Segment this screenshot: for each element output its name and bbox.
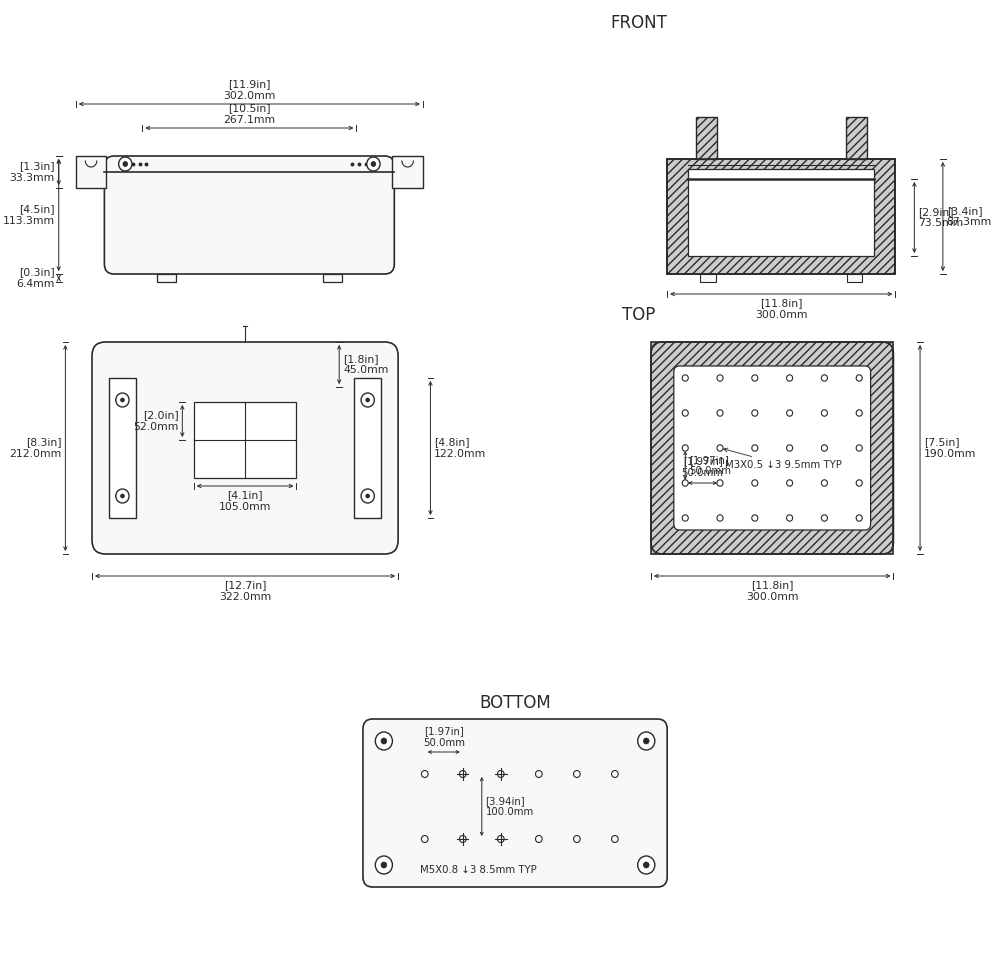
Text: [11.8in]
300.0mm: [11.8in] 300.0mm (755, 298, 808, 320)
Text: [1.8in]
45.0mm: [1.8in] 45.0mm (343, 354, 388, 375)
Bar (700, 274, 716, 282)
FancyBboxPatch shape (104, 156, 394, 274)
Bar (323, 274, 342, 282)
Bar (651, 342, 893, 554)
Bar (109, 378, 136, 518)
Text: [2.9in]
73.5mm: [2.9in] 73.5mm (918, 206, 963, 229)
Text: [4.5in]
113.3mm: [4.5in] 113.3mm (3, 204, 55, 226)
Text: [3.4in]
87.3mm: [3.4in] 87.3mm (947, 205, 992, 228)
Text: [4.8in]
122.0mm: [4.8in] 122.0mm (434, 437, 487, 458)
Text: [3.94in]
100.0mm: [3.94in] 100.0mm (486, 796, 534, 817)
Circle shape (643, 862, 649, 868)
Bar (688, 169, 874, 256)
FancyBboxPatch shape (92, 342, 398, 554)
Text: [0.3in]
6.4mm: [0.3in] 6.4mm (17, 267, 55, 289)
Bar (667, 159, 895, 274)
Circle shape (367, 157, 380, 171)
Bar (157, 274, 176, 282)
Text: BOTTOM: BOTTOM (479, 694, 551, 712)
Circle shape (371, 162, 376, 167)
Circle shape (121, 494, 124, 498)
Text: [1.97in]
50.0mm: [1.97in] 50.0mm (689, 454, 731, 477)
Circle shape (375, 856, 392, 874)
Text: [11.9in]
302.0mm: [11.9in] 302.0mm (223, 79, 276, 101)
Circle shape (638, 856, 655, 874)
Text: [12.7in]
322.0mm: [12.7in] 322.0mm (219, 580, 271, 602)
Circle shape (116, 489, 129, 503)
Text: M5X0.8 ↓3 8.5mm TYP: M5X0.8 ↓3 8.5mm TYP (420, 865, 537, 875)
Text: [1.97in]
50.0mm: [1.97in] 50.0mm (682, 456, 724, 478)
Text: [1.97in]
50.0mm: [1.97in] 50.0mm (423, 727, 465, 748)
Bar (846, 117, 867, 159)
Text: [10.5in]
267.1mm: [10.5in] 267.1mm (223, 104, 275, 125)
Circle shape (638, 732, 655, 750)
Text: TOP: TOP (622, 306, 655, 324)
Circle shape (366, 494, 370, 498)
Circle shape (123, 162, 128, 167)
Text: [4.1in]
105.0mm: [4.1in] 105.0mm (219, 490, 271, 512)
Circle shape (361, 393, 374, 407)
Bar (194, 402, 296, 478)
Bar (392, 156, 423, 188)
Text: [8.3in]
212.0mm: [8.3in] 212.0mm (9, 437, 62, 458)
Circle shape (121, 398, 124, 402)
Text: FRONT: FRONT (610, 14, 667, 32)
Circle shape (119, 157, 132, 171)
Text: [1.3in]
33.3mm: [1.3in] 33.3mm (10, 161, 55, 183)
Bar (354, 378, 381, 518)
Text: [7.5in]
190.0mm: [7.5in] 190.0mm (924, 437, 976, 458)
Text: [2.0in]
52.0mm: [2.0in] 52.0mm (133, 410, 179, 432)
Bar (76, 156, 106, 188)
Circle shape (381, 862, 387, 868)
Bar (847, 274, 862, 282)
Circle shape (643, 738, 649, 744)
FancyBboxPatch shape (363, 719, 667, 887)
Bar (696, 117, 717, 159)
FancyBboxPatch shape (674, 366, 871, 530)
Bar (667, 159, 895, 274)
Circle shape (366, 398, 370, 402)
Circle shape (361, 489, 374, 503)
Circle shape (375, 732, 392, 750)
Circle shape (116, 393, 129, 407)
Text: M3X0.5 ↓3 9.5mm TYP: M3X0.5 ↓3 9.5mm TYP (724, 448, 842, 470)
Circle shape (381, 738, 387, 744)
Text: [11.8in]
300.0mm: [11.8in] 300.0mm (746, 580, 798, 602)
